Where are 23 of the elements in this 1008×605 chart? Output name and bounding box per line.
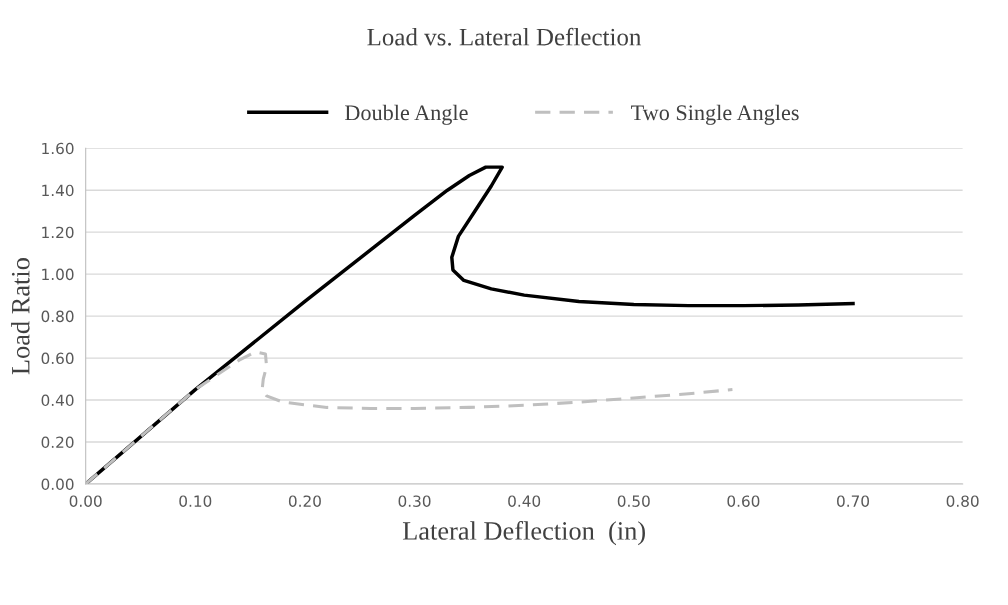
y-tick-label: 0.60 — [41, 352, 74, 365]
x-tick-label: 0.10 — [179, 495, 212, 507]
x-axis-title: Lateral Deflection (in) — [402, 521, 645, 546]
x-tick-label: 0.30 — [398, 495, 431, 507]
y-tick-label: 0.40 — [41, 394, 74, 407]
y-tick-label: 0.20 — [41, 436, 74, 449]
y-tick-label: 1.00 — [42, 268, 74, 281]
chart-title: Load vs. Lateral Deflection — [367, 27, 642, 46]
y-tick-label: 1.40 — [42, 184, 74, 197]
x-tick-label: 0.60 — [727, 495, 760, 507]
x-tick-label: 0.80 — [946, 495, 979, 507]
y-tick-label: 1.60 — [42, 142, 74, 155]
legend-label: Two Single Angles — [631, 104, 799, 125]
legend-label: Double Angle — [345, 104, 468, 125]
x-tick-label: 0.20 — [288, 495, 321, 507]
x-tick-label: 0.50 — [617, 495, 650, 507]
x-tick-label: 0.00 — [69, 495, 102, 507]
y-tick-label: 1.20 — [42, 226, 74, 239]
y-axis-title: Load Ratio — [11, 258, 30, 375]
y-tick-label: 0.00 — [41, 478, 74, 491]
y-tick-label: 0.80 — [41, 310, 74, 323]
x-tick-label: 0.40 — [508, 495, 541, 507]
x-tick-label: 0.70 — [837, 495, 870, 507]
